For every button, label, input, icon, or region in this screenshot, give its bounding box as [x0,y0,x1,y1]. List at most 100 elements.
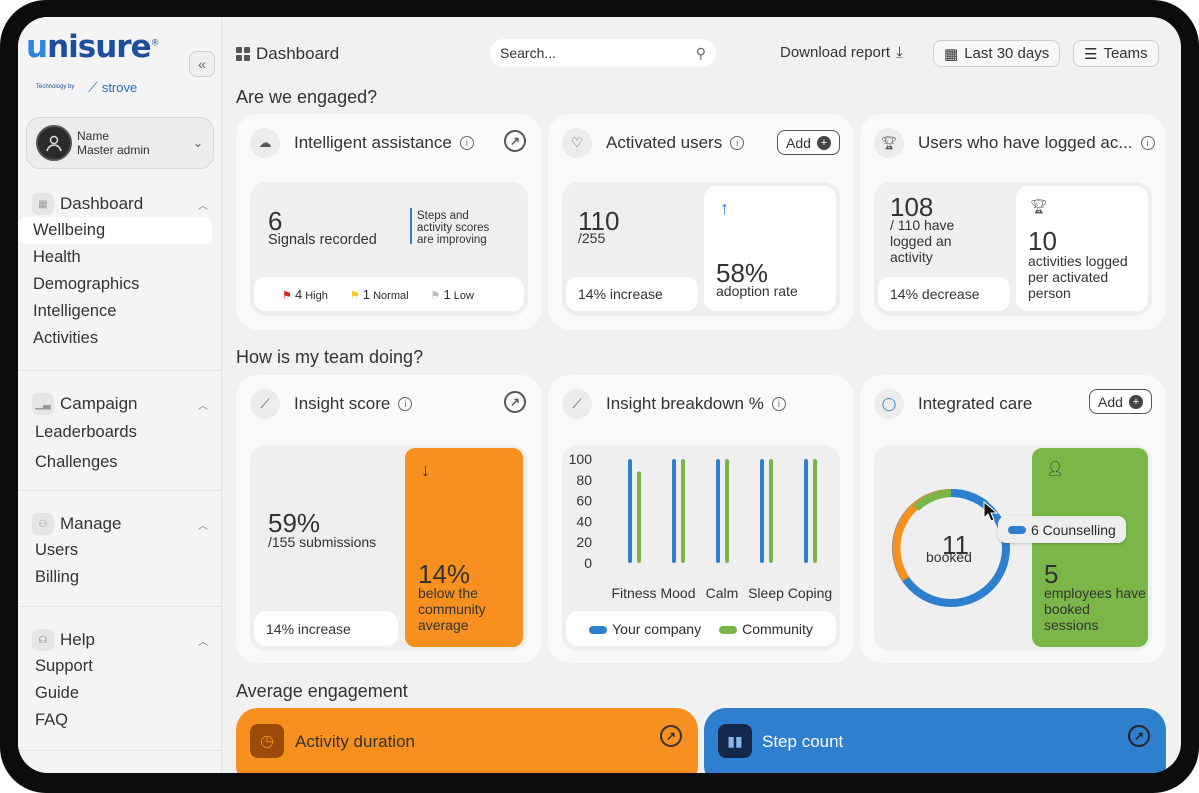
y-tick-label: 60 [576,493,592,509]
heart-icon: ♡ [562,128,592,158]
filter-icon: ☰ [1084,45,1098,63]
bar-sleep-community [769,459,773,563]
info-icon[interactable]: i [771,397,786,411]
nav-section-dashboard: ▦ Dashboard ︿ Wellbeing Health Demographic… [18,191,222,371]
info-icon[interactable]: i [459,136,474,150]
search-icon: ⚲ [695,44,706,61]
open-arrow-icon[interactable]: ↗ [660,725,682,747]
add-button[interactable]: Add + [1089,389,1152,414]
x-tick-label: Fitness [611,585,656,601]
donut-green-segment [913,489,952,512]
card-header: ◯ Integrated care [874,389,1032,419]
below-percent: 14% [418,559,471,589]
donut-blue-top [950,488,989,509]
sidebar-item-leaderboards[interactable]: Leaderboards [35,423,137,441]
calendar-icon: ▦ [944,45,959,63]
sidebar-item-guide[interactable]: Guide [35,684,80,702]
sidebar-item-faq[interactable]: FAQ [35,711,69,729]
nav-head-campaign[interactable]: ▁▃ Campaign ︿ [18,391,222,417]
trend-icon: ⟋ [562,389,592,419]
card-header: ♡ Activated users i [562,128,745,158]
profile-switcher[interactable]: Name Master admin ⌄ [26,117,214,169]
tech-by-label: Technology by [36,84,75,90]
chevron-up-icon: ︿ [198,520,208,532]
activated-total: /255 [578,230,606,246]
download-report-button[interactable]: Download report ⤓ [780,44,903,61]
sidebar-item-support[interactable]: Support [35,657,93,675]
download-icon: ⤓ [896,44,903,61]
note-divider [410,208,412,244]
signals-count: 6 [268,206,283,236]
insight-change: 14% increase [254,611,398,646]
trophy-icon: 🏆︎ [874,128,904,158]
plus-icon: + [1128,394,1143,409]
mouse-cursor-icon [983,500,999,522]
activated-panel: 110 /255 14% increase ↑ 58% adoption rat… [562,182,840,316]
y-tick-label: 0 [584,555,592,571]
dashboard-grid-icon [236,47,250,61]
sidebar-item-billing[interactable]: Billing [35,568,80,586]
logged-desc: / 110 have logged an activity [890,217,955,265]
logged-panel: 108 / 110 have logged an activity 14% de… [874,182,1152,316]
sidebar-item-wellbeing[interactable]: Wellbeing [18,217,212,244]
nav-head-manage[interactable]: ⚇ Manage ︿ [18,511,222,537]
bar-coping-company [804,459,808,563]
info-icon[interactable]: i [398,397,413,411]
card-header: 🏆︎ Users who have logged ac... i [874,128,1155,158]
sidebar-item-health[interactable]: Health [33,248,81,266]
grey-flag-icon: ⚑ [430,289,441,302]
section-title-engaged: Are we engaged? [236,87,378,107]
info-icon[interactable]: i [730,136,745,150]
bar-fitness-community [637,471,641,563]
collapse-sidebar-button[interactable]: « [189,51,215,77]
yellow-flag-icon: ⚑ [349,289,360,302]
app-screen: unisure® Technology by ⟋ strove « Name Ma… [18,17,1181,773]
chevron-up-icon: ︿ [198,400,208,412]
integrated-care-card: ◯ Integrated care Add + 11 booked 👤︎ 5 em… [860,375,1166,663]
info-icon[interactable]: i [1140,136,1155,150]
chevron-up-icon: ︿ [198,200,208,212]
sidebar-item-intelligence[interactable]: Intelligence [33,302,117,320]
step-count-title: Step count [762,732,844,751]
x-tick-label: Sleep [748,585,784,601]
activity-duration-card[interactable]: ◷ Activity duration ↗ [236,708,698,773]
sidebar-item-users[interactable]: Users [35,541,79,559]
sidebar-item-activities[interactable]: Activities [33,329,99,347]
insight-panel: 59% /155 submissions 14% increase ↓ 14% … [250,445,528,651]
breakdown-panel: 100 80 60 40 20 0 Fitness Mood Calm Sleep Coping Y… [562,445,840,651]
add-button[interactable]: Add + [777,130,840,155]
manage-icon: ⚇ [32,513,54,535]
teams-filter-button[interactable]: ☰ Teams [1073,40,1159,67]
plus-icon: + [816,135,831,150]
severity-normal: ⚑ 1 Normal [349,286,409,302]
step-count-card[interactable]: ▮▮ Step count ↗ [704,708,1166,773]
card-header: ⟋ Insight score i [250,389,413,419]
arrow-up-icon: ↑ [720,198,729,218]
dashboard-icon: ▦ [32,193,54,215]
brand-logo[interactable]: unisure® [26,29,160,65]
search-input[interactable]: Search... ⚲ [490,39,716,67]
activated-users-card: ♡ Activated users i Add + 110 /255 14% in… [548,114,854,330]
date-range-button[interactable]: ▦ Last 30 days [933,40,1061,67]
red-flag-icon: ⚑ [282,289,292,302]
nav-section-help: ☊ Help ︿ Support Guide FAQ [18,627,222,751]
nav-head-help[interactable]: ☊ Help ︿ [18,627,222,653]
legend-community: Community [719,621,813,637]
y-tick-label: 100 [569,451,593,467]
partner-logo: ⟋ strove [88,79,138,95]
nav-head-dashboard[interactable]: ▦ Dashboard ︿ [18,191,222,217]
cloud-icon: ☁ [250,128,280,158]
strove-icon: ⟋ [88,79,98,95]
sidebar-item-challenges[interactable]: Challenges [35,453,118,471]
section-title-average: Average engagement [236,681,408,701]
below-label: below the community average [418,585,486,633]
bar-sleep-company [760,459,764,563]
open-arrow-icon[interactable]: ↗ [504,130,526,152]
insight-breakdown-chart: 100 80 60 40 20 0 Fitness Mood Calm Sleep Coping [569,451,833,601]
sidebar-item-demographics[interactable]: Demographics [33,275,140,293]
nav-section-manage: ⚇ Manage ︿ Users Billing [18,511,222,607]
footsteps-icon: ▮▮ [718,724,752,758]
open-arrow-icon[interactable]: ↗ [504,391,526,413]
open-arrow-icon[interactable]: ↗ [1128,725,1150,747]
employees-booked-box: 👤︎ 5 employees have booked sessions [1032,448,1148,647]
